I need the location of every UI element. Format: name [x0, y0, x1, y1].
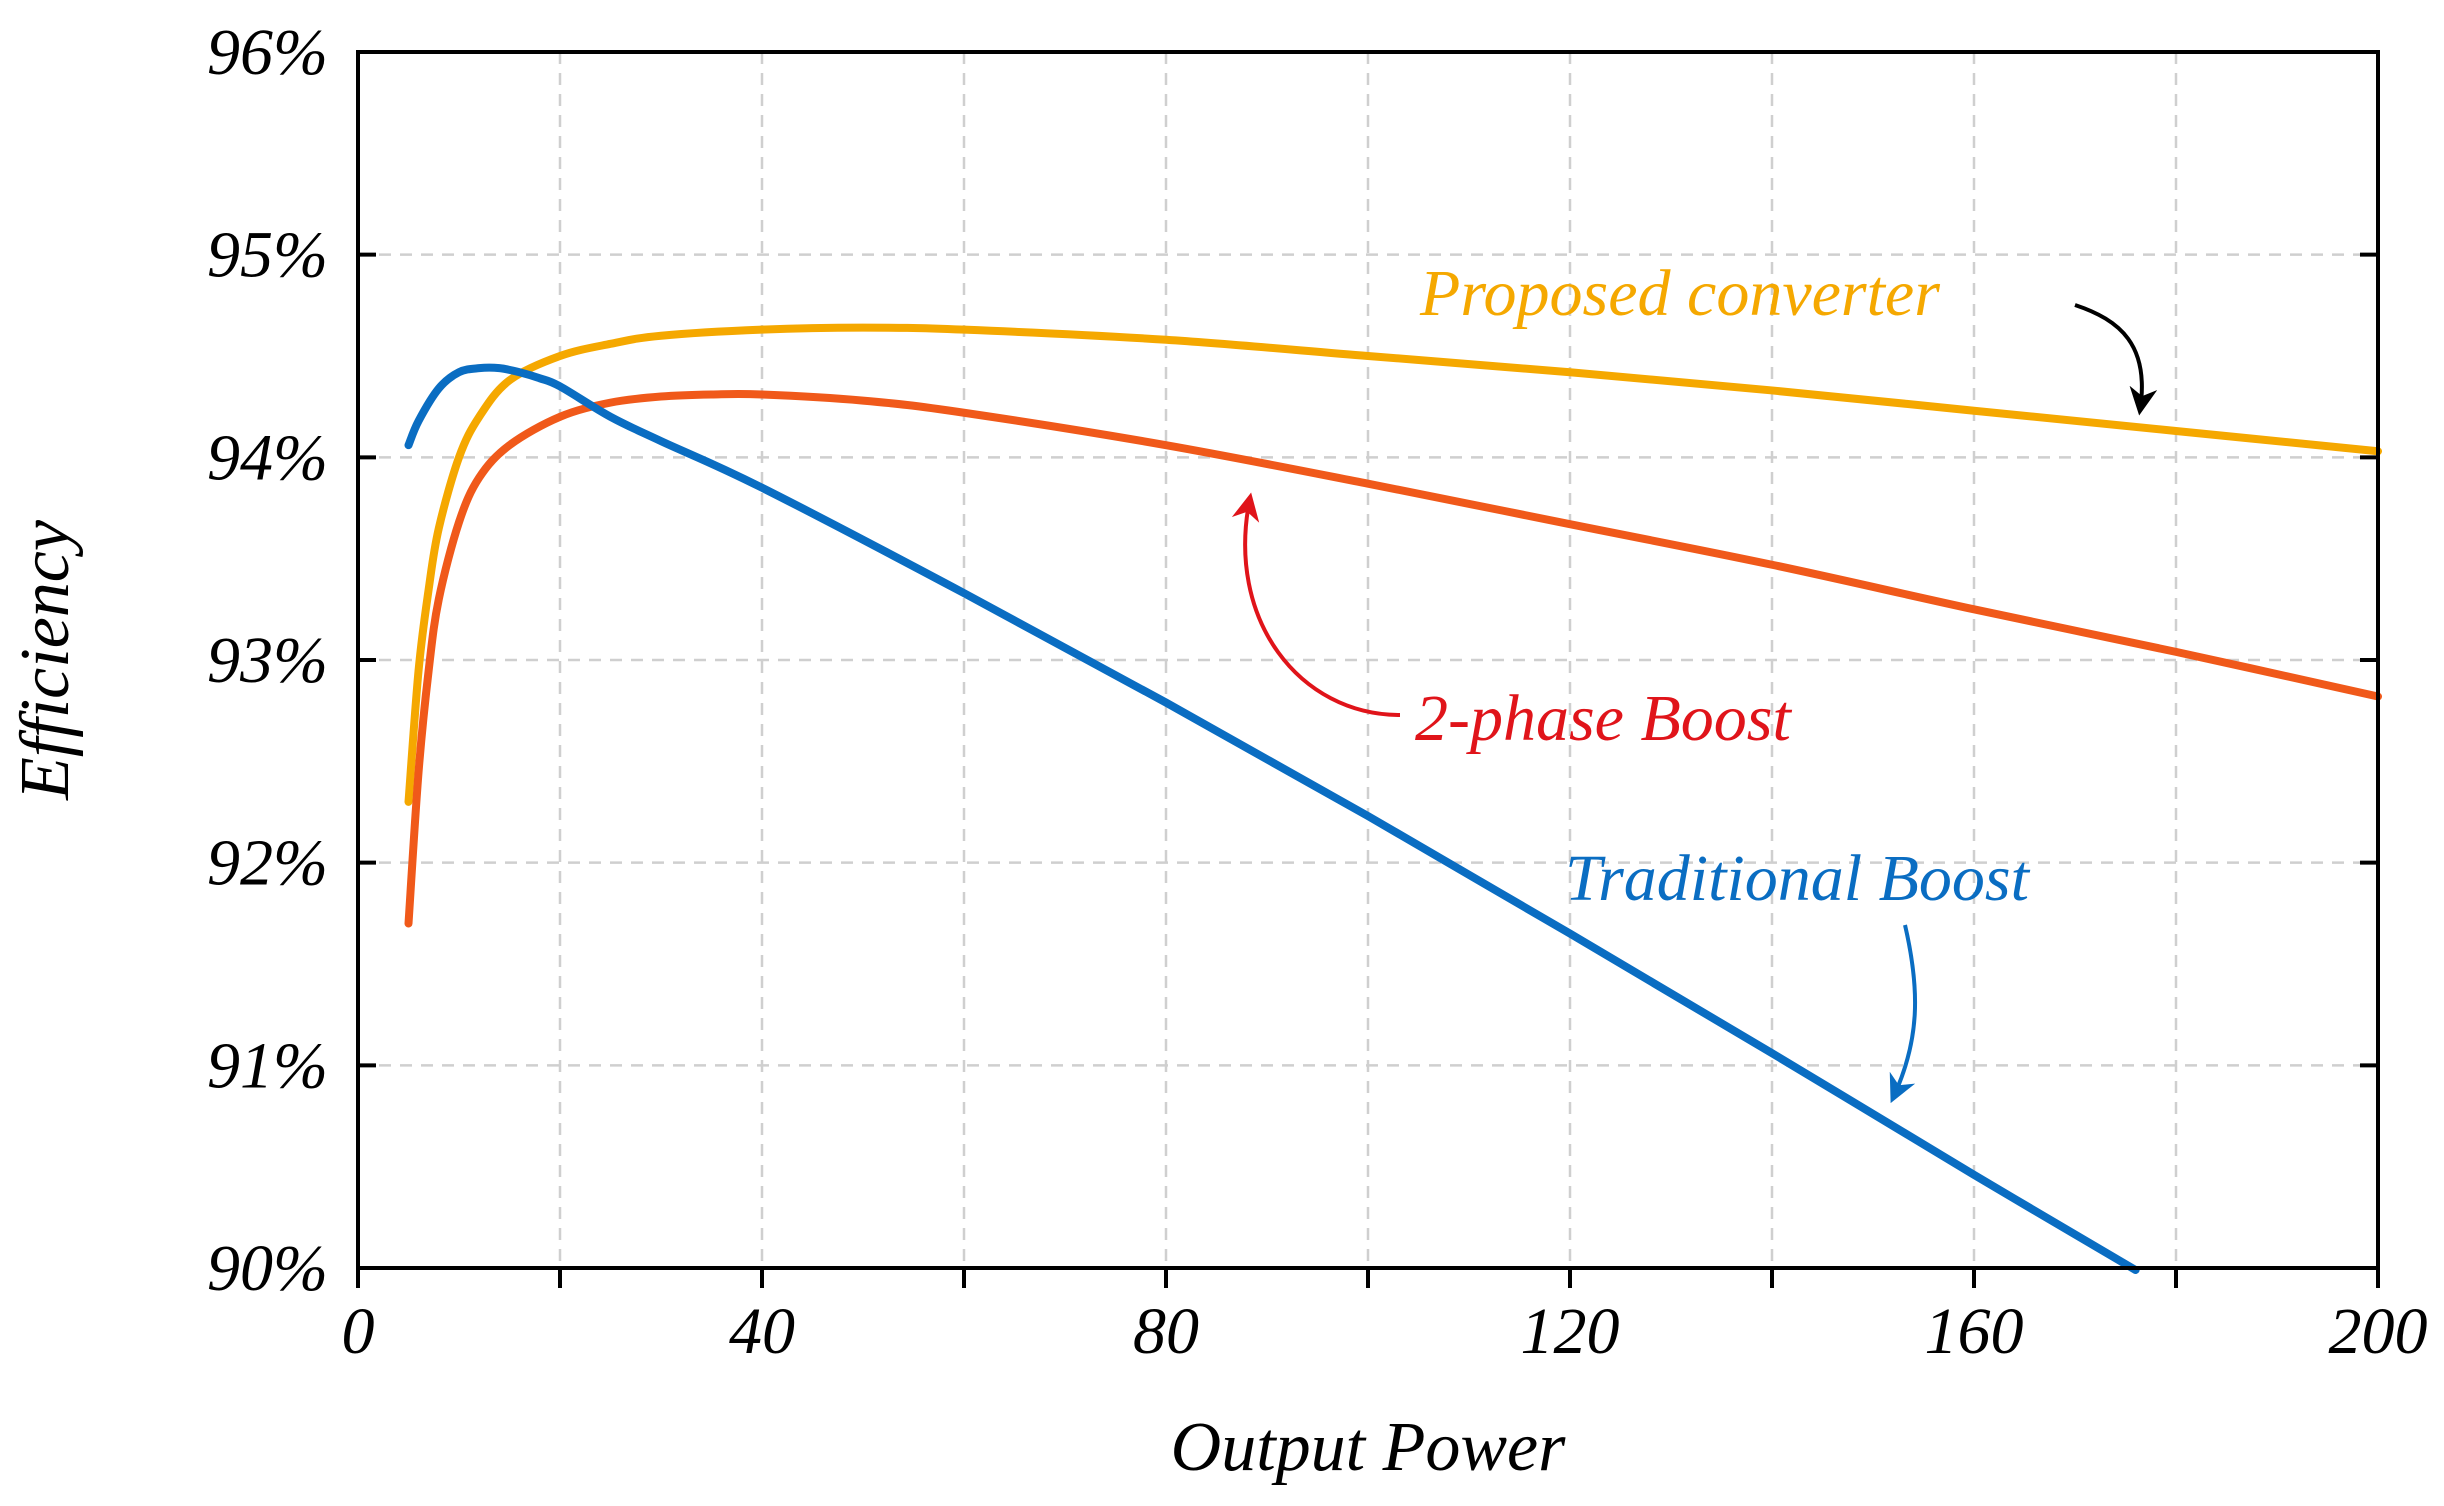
y-tick-label: 94%: [207, 421, 328, 494]
axis-ticks: [356, 50, 2380, 1288]
y-tick-label: 90%: [207, 1232, 328, 1305]
x-axis-title: Output Power: [1171, 1409, 1566, 1486]
annotation-arrow-traditional-boost: [1889, 924, 1918, 1104]
x-tick-label: 80: [1133, 1295, 1199, 1368]
x-tick-label: 160: [1925, 1295, 2024, 1368]
axis-tick-labels: 0 40 80 120 160 200 90% 91% 92% 93% 94% 95% 96%: [207, 16, 2427, 1368]
y-tick-label: 91%: [207, 1029, 328, 1102]
series-annotations: Proposed converter 2-phase Boost Traditi…: [1231, 257, 2158, 1104]
y-axis-title: Efficiency: [7, 519, 84, 801]
grid-lines: [358, 52, 2378, 1268]
annotation-2-phase-boost: 2-phase Boost: [1415, 682, 1792, 755]
x-tick-label: 200: [2329, 1295, 2428, 1368]
series-line-proposed-converter: [404, 323, 2382, 806]
x-tick-label: 40: [729, 1295, 795, 1368]
annotation-proposed-converter: Proposed converter: [1419, 257, 1940, 330]
y-tick-label: 93%: [207, 624, 328, 697]
series-layer: [404, 323, 2382, 1275]
y-tick-label: 95%: [207, 219, 328, 292]
y-tick-label: 92%: [207, 827, 328, 900]
series-line-2-phase-boost: [404, 389, 2382, 928]
annotation-arrow-2-phase-boost: [1231, 492, 1401, 717]
x-tick-label: 120: [1521, 1295, 1620, 1368]
annotation-arrow-proposed-converter: [2074, 303, 2158, 416]
series-line-traditional-boost: [404, 363, 2140, 1275]
y-tick-label: 96%: [207, 16, 328, 89]
annotation-traditional-boost: Traditional Boost: [1565, 842, 2031, 915]
x-tick-label: 0: [342, 1295, 375, 1368]
